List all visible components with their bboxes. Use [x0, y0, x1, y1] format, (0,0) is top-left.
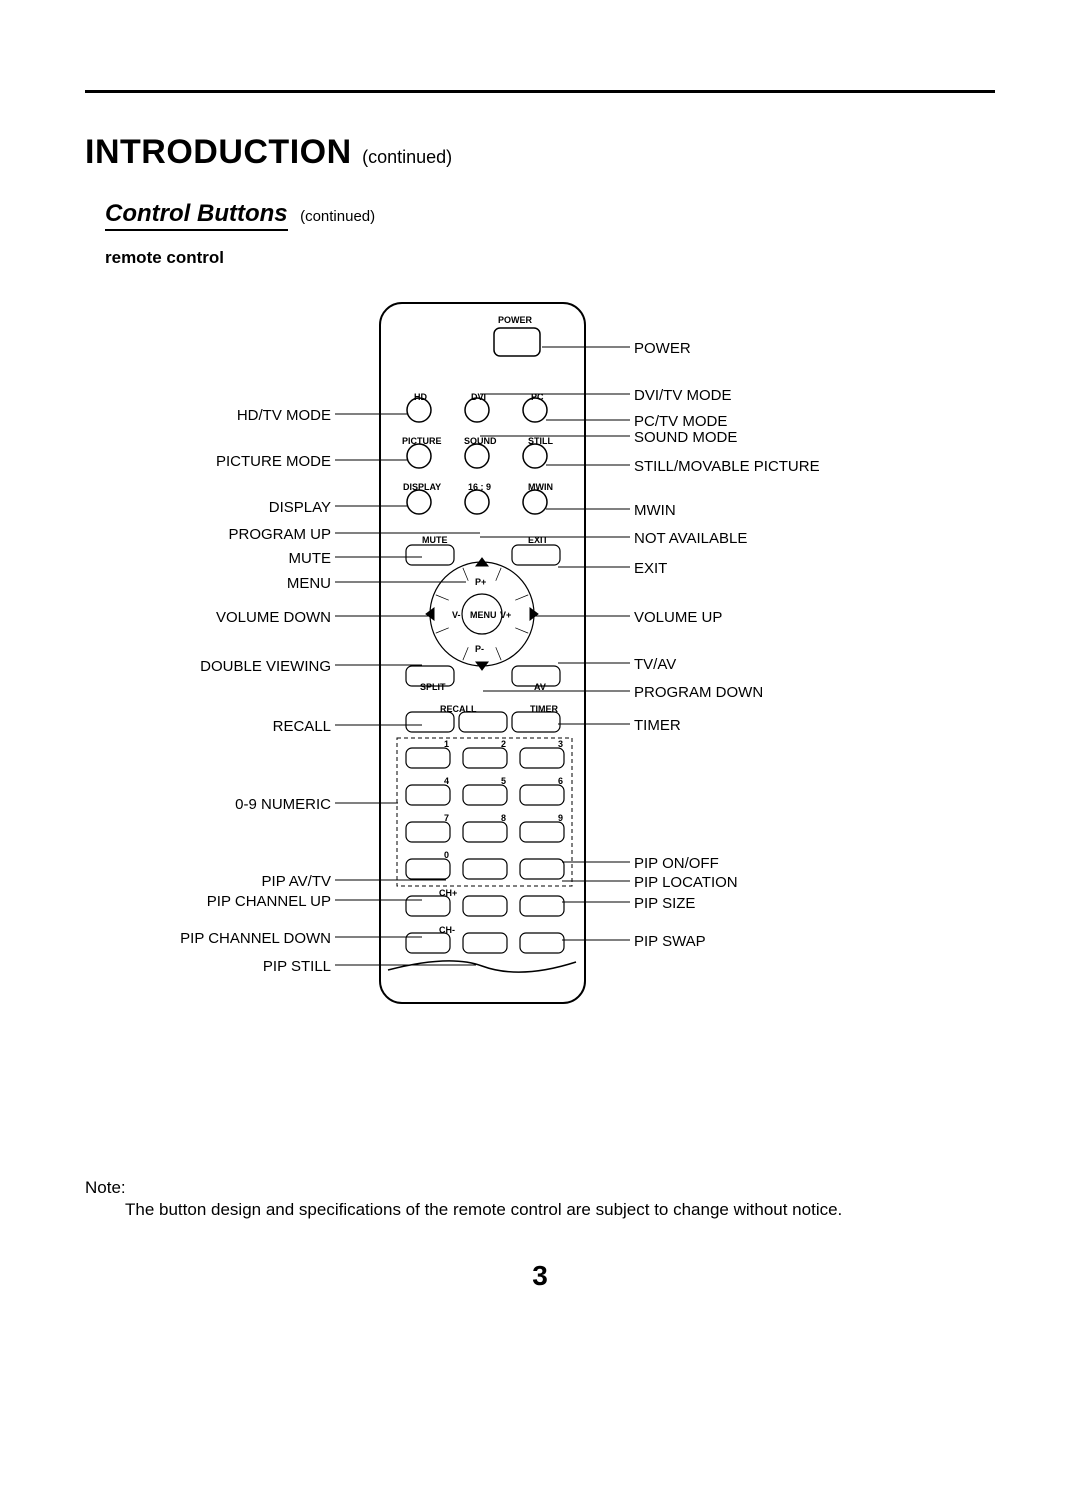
remote-button-label: 7: [444, 813, 449, 823]
title-continued: (continued): [362, 147, 452, 167]
title-main: INTRODUCTION: [85, 133, 352, 171]
callout-right: PIP SIZE: [634, 895, 695, 912]
callout-right: PIP SWAP: [634, 933, 706, 950]
page: INTRODUCTION (continued) Control Buttons…: [0, 0, 1080, 1332]
remote-button-label: DISPLAY: [403, 482, 441, 492]
remote-button-label: SPLIT: [420, 682, 446, 692]
callout-right: STILL/MOVABLE PICTURE: [634, 458, 820, 475]
remote-button-label: RECALL: [440, 704, 477, 714]
remote-button-label: 5: [501, 776, 506, 786]
callout-right: DVI/TV MODE: [634, 387, 732, 404]
callout-left: RECALL: [273, 718, 331, 735]
title-line: INTRODUCTION (continued): [85, 133, 995, 172]
remote-button-label: EXIT: [528, 535, 548, 545]
remote-button-label: SOUND: [464, 436, 497, 446]
callout-left: PIP AV/TV: [262, 873, 331, 890]
remote-diagram: HD/TV MODE PICTURE MODE DISPLAY PROGRAM UP M…: [150, 298, 930, 1038]
remote-button-label: 9: [558, 813, 563, 823]
remote-button-label: PICTURE: [402, 436, 442, 446]
callout-left: DISPLAY: [269, 499, 331, 516]
callout-right: SOUND MODE: [634, 429, 737, 446]
page-number: 3: [85, 1260, 995, 1292]
callout-left: VOLUME DOWN: [216, 609, 331, 626]
remote-button-label: STILL: [528, 436, 553, 446]
remote-button-label: P-: [475, 644, 484, 654]
callout-left: PIP STILL: [263, 958, 331, 975]
remote-button-label: PC: [531, 392, 544, 402]
remote-button-label: 6: [558, 776, 563, 786]
callout-left: DOUBLE VIEWING: [200, 658, 331, 675]
callout-right: MWIN: [634, 502, 676, 519]
callout-right: PIP ON/OFF: [634, 855, 719, 872]
callout-right: TIMER: [634, 717, 681, 734]
callout-left: PICTURE MODE: [216, 453, 331, 470]
remote-button-label: 2: [501, 739, 506, 749]
remote-button-label: MWIN: [528, 482, 553, 492]
callout-right: POWER: [634, 340, 691, 357]
callout-right: EXIT: [634, 560, 667, 577]
remote-button-label: 1: [444, 739, 449, 749]
callout-right: VOLUME UP: [634, 609, 722, 626]
note-text: The button design and specifications of …: [125, 1200, 995, 1220]
remote-button-label: HD: [414, 392, 427, 402]
remote-button-label: 8: [501, 813, 506, 823]
remote-button-label: 3: [558, 739, 563, 749]
remote-button-label: CH-: [439, 925, 455, 935]
remote-button-label: AV: [534, 682, 546, 692]
remote-button-label: 16 : 9: [468, 482, 491, 492]
remote-button-label: V-: [452, 610, 461, 620]
note-title: Note:: [85, 1178, 995, 1198]
callout-left: MENU: [287, 575, 331, 592]
remote-button-label: MENU: [470, 610, 497, 620]
callout-right: PIP LOCATION: [634, 874, 738, 891]
subtitle-continued: (continued): [300, 208, 375, 225]
remote-button-label: MUTE: [422, 535, 448, 545]
callout-left: PROGRAM UP: [228, 526, 331, 543]
callout-left: PIP CHANNEL DOWN: [180, 930, 331, 947]
remote-button-label: V+: [500, 610, 511, 620]
callout-left: HD/TV MODE: [237, 407, 331, 424]
callout-right: TV/AV: [634, 656, 676, 673]
callout-left: PIP CHANNEL UP: [207, 893, 331, 910]
remote-button-label: CH+: [439, 888, 457, 898]
subtitle-line: Control Buttons (continued): [105, 200, 995, 228]
remote-button-label: TIMER: [530, 704, 558, 714]
remote-button-label: 4: [444, 776, 449, 786]
callout-right: PROGRAM DOWN: [634, 684, 763, 701]
note-block: Note: The button design and specificatio…: [85, 1178, 995, 1220]
remote-label: remote control: [105, 248, 995, 268]
callout-right: PC/TV MODE: [634, 413, 727, 430]
remote-button-label: P+: [475, 577, 486, 587]
remote-button-label: POWER: [498, 315, 532, 325]
subtitle-main: Control Buttons: [105, 200, 288, 231]
callout-left: MUTE: [289, 550, 332, 567]
remote-button-label: DVI: [471, 392, 486, 402]
callout-left: 0-9 NUMERIC: [235, 796, 331, 813]
remote-button-label: 0: [444, 850, 449, 860]
top-rule: [85, 90, 995, 93]
callout-right: NOT AVAILABLE: [634, 530, 747, 547]
